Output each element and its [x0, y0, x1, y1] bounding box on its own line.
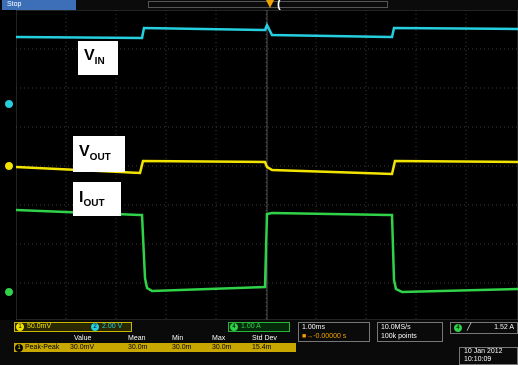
horizontal-offset: ■→-0.00000 s [302, 333, 347, 340]
measurement-channel-badge: 1 [15, 344, 23, 352]
vin-label: VIN [78, 41, 118, 75]
header-mean: Mean [128, 335, 146, 342]
measurement-max: 30.0m [212, 344, 232, 351]
vin-trace [16, 21, 518, 40]
measurement-mean: 30.0m [128, 344, 148, 351]
channel-1-scale: 50.0mV [27, 323, 52, 330]
vout-label: VOUT [73, 136, 125, 172]
channel-4-scale: 1.00 A [241, 323, 261, 330]
trigger-readout[interactable]: 4 ╱ 1.52 A [450, 322, 518, 334]
iout-label-main: I [79, 189, 84, 206]
header-std-dev: Std Dev [252, 335, 277, 342]
date: 10 Jan 2012 [464, 348, 503, 355]
sample-rate: 10.0MS/s [381, 324, 411, 331]
date-time-readout: 10 Jan 2012 10:10:09 [459, 347, 518, 365]
measurement-label: Peak-Peak [25, 344, 60, 351]
channel-4-badge: 4 [230, 323, 238, 331]
horizontal-timebase-readout[interactable]: 1.00ms ■→-0.00000 s [298, 322, 370, 342]
top-text-fragment: ( [277, 0, 281, 11]
channel-4-marker[interactable] [5, 288, 13, 296]
channel-1-badge: 1 [16, 323, 24, 331]
measurement-header-row: Value Mean Min Max Std Dev [14, 334, 296, 343]
channel-1-marker[interactable] [5, 162, 13, 170]
waveform-graticule [16, 10, 518, 320]
measurement-min: 30.0m [172, 344, 192, 351]
iout-label: IOUT [73, 182, 121, 216]
vout-trace [16, 159, 518, 176]
channel-2-badge: 2 [91, 323, 99, 331]
channel-4-scale-readout[interactable]: 4 1.00 A [228, 322, 290, 332]
channel-2-scale: 2.00 V [102, 323, 123, 330]
trigger-source-badge: 4 [454, 324, 462, 332]
channel-2-marker[interactable] [5, 100, 13, 108]
top-status-bar: Stop ( [0, 0, 518, 11]
trigger-position-icon[interactable] [266, 0, 274, 8]
iout-trace [16, 208, 518, 294]
header-value: Value [74, 335, 92, 342]
iout-label-sub: OUT [83, 198, 105, 209]
vin-label-main: V [84, 47, 95, 64]
header-min: Min [172, 335, 184, 342]
run-state-badge[interactable]: Stop [2, 0, 76, 10]
measurement-row: 1 Peak-Peak 30.0mV 30.0m 30.0m 30.0m 15.4… [14, 343, 296, 352]
rising-edge-icon: ╱ [467, 324, 472, 331]
vin-label-sub: IN [94, 56, 105, 67]
trigger-level: 1.52 A [494, 324, 514, 331]
measurement-std-dev: 15.4m [252, 344, 272, 351]
time-per-division: 1.00ms [302, 324, 325, 331]
header-max: Max [212, 335, 226, 342]
vout-label-sub: OUT [89, 152, 111, 163]
record-length: 100k points [381, 333, 417, 340]
channel-2-scale-readout[interactable]: 2 2.00 V [90, 322, 160, 332]
measurement-value: 30.0mV [70, 344, 95, 351]
vout-label-main: V [79, 143, 90, 160]
time: 10:10:09 [464, 356, 492, 363]
channel-1-scale-readout[interactable]: 1 50.0mV [14, 322, 132, 332]
acquisition-readout[interactable]: 10.0MS/s 100k points [377, 322, 443, 342]
measurement-table[interactable]: Value Mean Min Max Std Dev 1 Peak-Peak 30… [14, 334, 296, 354]
